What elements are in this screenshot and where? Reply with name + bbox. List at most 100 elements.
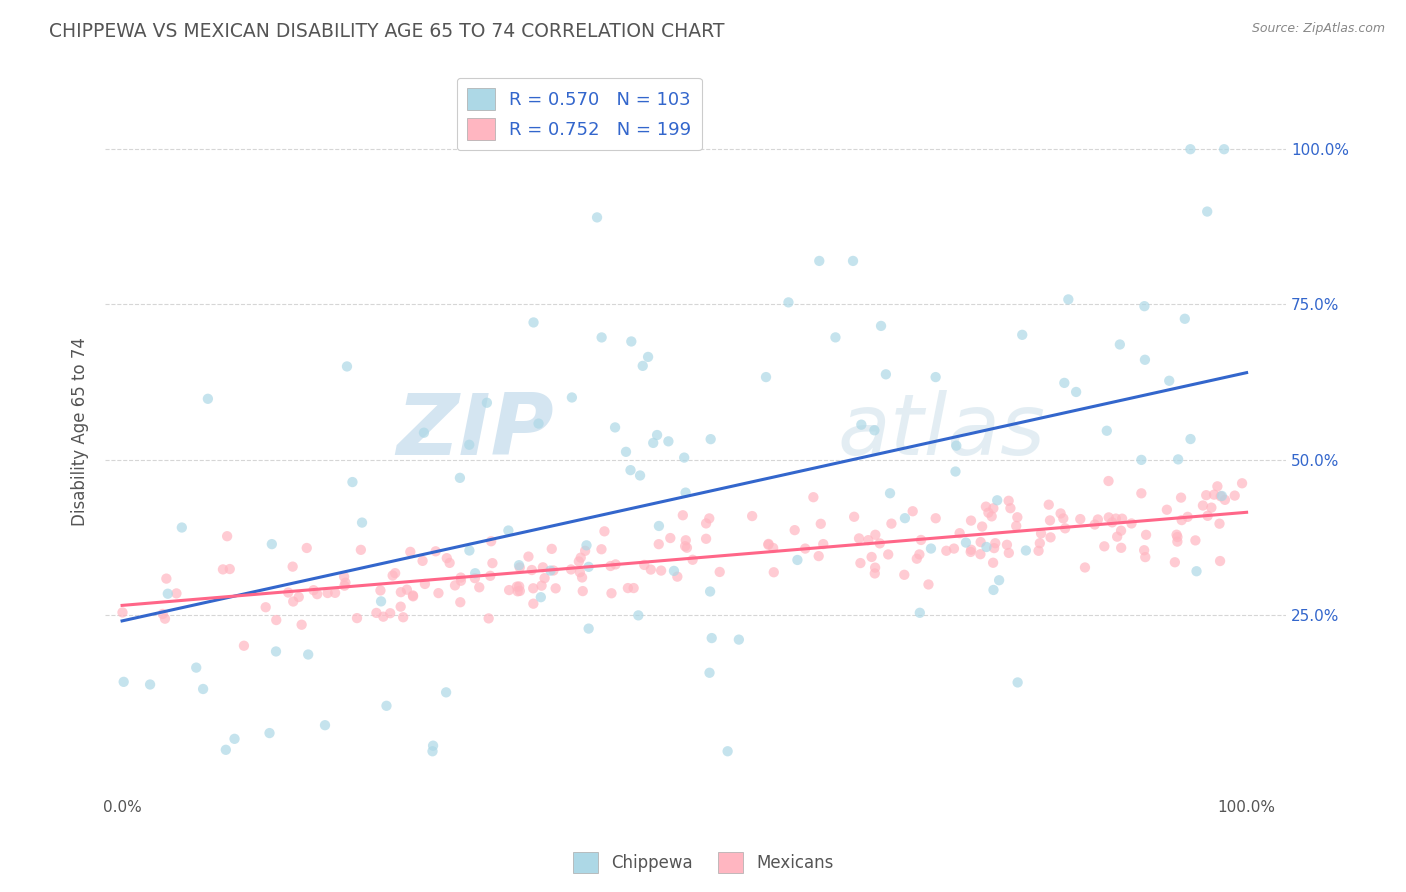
Point bbox=[1133, 352, 1156, 367]
Point bbox=[1195, 488, 1218, 502]
Point bbox=[1107, 530, 1129, 544]
Point bbox=[506, 580, 529, 594]
Point bbox=[1111, 511, 1133, 525]
Point bbox=[260, 537, 283, 551]
Point bbox=[659, 531, 682, 545]
Point bbox=[254, 600, 277, 615]
Point bbox=[287, 590, 309, 604]
Point bbox=[1054, 521, 1077, 535]
Point bbox=[925, 511, 948, 525]
Point bbox=[762, 541, 785, 555]
Point bbox=[531, 560, 554, 574]
Point bbox=[1202, 488, 1225, 502]
Point bbox=[643, 436, 665, 450]
Point bbox=[450, 570, 472, 584]
Point bbox=[112, 674, 135, 689]
Point bbox=[849, 556, 872, 570]
Point bbox=[905, 551, 928, 566]
Point bbox=[1105, 511, 1128, 525]
Point bbox=[464, 571, 486, 585]
Point bbox=[983, 501, 1005, 516]
Point bbox=[614, 445, 637, 459]
Point bbox=[803, 490, 825, 504]
Point bbox=[291, 617, 314, 632]
Point bbox=[974, 500, 997, 514]
Point bbox=[1170, 491, 1192, 505]
Point bbox=[1166, 534, 1188, 549]
Point bbox=[1159, 374, 1181, 388]
Point bbox=[197, 392, 219, 406]
Point bbox=[509, 583, 531, 598]
Point bbox=[666, 569, 689, 583]
Point bbox=[969, 535, 991, 549]
Point bbox=[575, 538, 598, 552]
Point bbox=[373, 609, 395, 624]
Point bbox=[1029, 526, 1052, 541]
Point bbox=[1230, 476, 1253, 491]
Point bbox=[640, 563, 662, 577]
Point bbox=[264, 644, 287, 658]
Point bbox=[631, 359, 654, 373]
Point bbox=[568, 566, 591, 580]
Point bbox=[530, 579, 553, 593]
Point bbox=[1164, 555, 1187, 569]
Point bbox=[152, 607, 174, 621]
Point bbox=[695, 516, 717, 531]
Point bbox=[1053, 376, 1076, 390]
Point bbox=[633, 558, 655, 572]
Point bbox=[218, 562, 240, 576]
Point bbox=[314, 718, 336, 732]
Point bbox=[984, 536, 1007, 550]
Point bbox=[464, 566, 486, 581]
Point bbox=[977, 506, 1000, 520]
Point bbox=[1184, 533, 1206, 548]
Point bbox=[741, 509, 763, 524]
Point bbox=[755, 370, 778, 384]
Point bbox=[478, 611, 501, 625]
Point bbox=[637, 350, 659, 364]
Point bbox=[1201, 500, 1223, 515]
Point bbox=[1166, 527, 1188, 541]
Point bbox=[1206, 479, 1229, 493]
Point bbox=[1084, 517, 1107, 532]
Point bbox=[1039, 513, 1062, 527]
Point bbox=[370, 583, 392, 598]
Point bbox=[783, 523, 806, 537]
Point bbox=[1211, 489, 1233, 503]
Point bbox=[560, 562, 582, 576]
Point bbox=[1213, 492, 1236, 507]
Point bbox=[508, 558, 530, 573]
Point bbox=[880, 516, 903, 531]
Point bbox=[1011, 327, 1033, 342]
Point bbox=[848, 532, 870, 546]
Point bbox=[863, 560, 886, 574]
Point bbox=[333, 570, 356, 584]
Point bbox=[475, 395, 498, 409]
Point bbox=[627, 608, 650, 623]
Point bbox=[813, 537, 835, 551]
Point bbox=[599, 559, 621, 574]
Point bbox=[508, 579, 530, 593]
Point bbox=[851, 417, 873, 432]
Text: Source: ZipAtlas.com: Source: ZipAtlas.com bbox=[1251, 22, 1385, 36]
Point bbox=[935, 543, 957, 558]
Point bbox=[699, 584, 721, 599]
Point bbox=[578, 559, 600, 574]
Point bbox=[879, 486, 901, 500]
Point bbox=[375, 698, 398, 713]
Point bbox=[943, 541, 966, 556]
Point bbox=[1166, 530, 1188, 544]
Point bbox=[444, 578, 467, 592]
Point bbox=[578, 622, 600, 636]
Point bbox=[972, 519, 994, 533]
Point bbox=[676, 541, 699, 555]
Point bbox=[166, 586, 188, 600]
Point bbox=[139, 677, 162, 691]
Point bbox=[449, 471, 471, 485]
Point bbox=[1109, 541, 1132, 555]
Point bbox=[1057, 293, 1080, 307]
Point bbox=[980, 509, 1002, 524]
Point bbox=[917, 577, 939, 591]
Point bbox=[1007, 510, 1029, 524]
Point bbox=[530, 590, 553, 604]
